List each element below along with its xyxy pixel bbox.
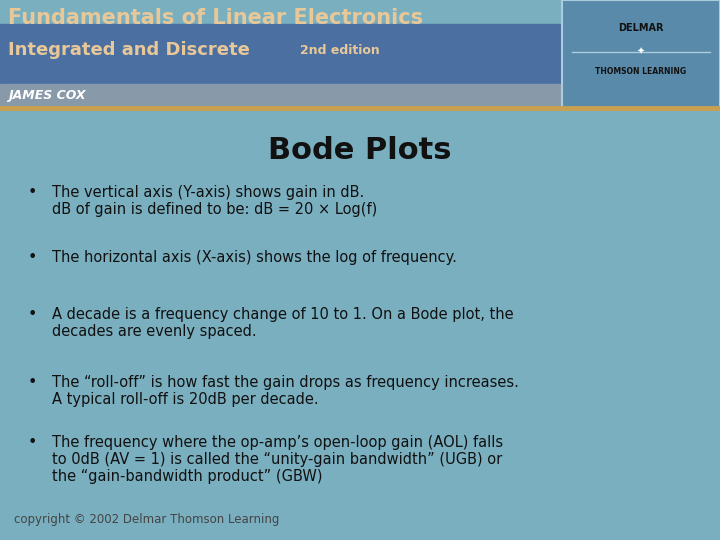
Text: Bode Plots: Bode Plots xyxy=(269,136,451,165)
Text: the “gain-bandwidth product” (GBW): the “gain-bandwidth product” (GBW) xyxy=(52,469,323,484)
Text: The horizontal axis (X-axis) shows the log of frequency.: The horizontal axis (X-axis) shows the l… xyxy=(52,250,457,265)
Bar xyxy=(562,0,720,108)
Text: Fundamentals of Linear Electronics: Fundamentals of Linear Electronics xyxy=(8,8,423,28)
Text: The “roll-off” is how fast the gain drops as frequency increases.: The “roll-off” is how fast the gain drop… xyxy=(52,375,519,390)
Text: •: • xyxy=(28,185,37,200)
Text: Integrated and Discrete: Integrated and Discrete xyxy=(8,41,250,59)
Text: to 0dB (AV = 1) is called the “unity-gain bandwidth” (UGB) or: to 0dB (AV = 1) is called the “unity-gai… xyxy=(52,452,503,467)
Text: THOMSON LEARNING: THOMSON LEARNING xyxy=(595,68,686,77)
Text: •: • xyxy=(28,250,37,265)
Text: •: • xyxy=(28,375,37,390)
Text: •: • xyxy=(28,307,37,322)
Text: DELMAR: DELMAR xyxy=(618,23,664,33)
Bar xyxy=(0,24,720,108)
Text: JAMES COX: JAMES COX xyxy=(8,90,86,103)
Text: The vertical axis (Y-axis) shows gain in dB.: The vertical axis (Y-axis) shows gain in… xyxy=(52,185,364,200)
Text: ✦: ✦ xyxy=(636,47,645,57)
Bar xyxy=(0,84,562,108)
Text: The frequency where the op-amp’s open-loop gain (AOL) falls: The frequency where the op-amp’s open-lo… xyxy=(52,435,503,450)
Text: decades are evenly spaced.: decades are evenly spaced. xyxy=(52,324,256,339)
Text: dB of gain is defined to be: dB = 20 × Log(f): dB of gain is defined to be: dB = 20 × L… xyxy=(52,202,377,217)
Text: A decade is a frequency change of 10 to 1. On a Bode plot, the: A decade is a frequency change of 10 to … xyxy=(52,307,513,322)
Text: A typical roll-off is 20dB per decade.: A typical roll-off is 20dB per decade. xyxy=(52,392,319,407)
Bar xyxy=(562,0,720,108)
Text: •: • xyxy=(28,435,37,450)
Text: copyright © 2002 Delmar Thomson Learning: copyright © 2002 Delmar Thomson Learning xyxy=(14,513,279,526)
Text: 2nd edition: 2nd edition xyxy=(300,44,379,57)
